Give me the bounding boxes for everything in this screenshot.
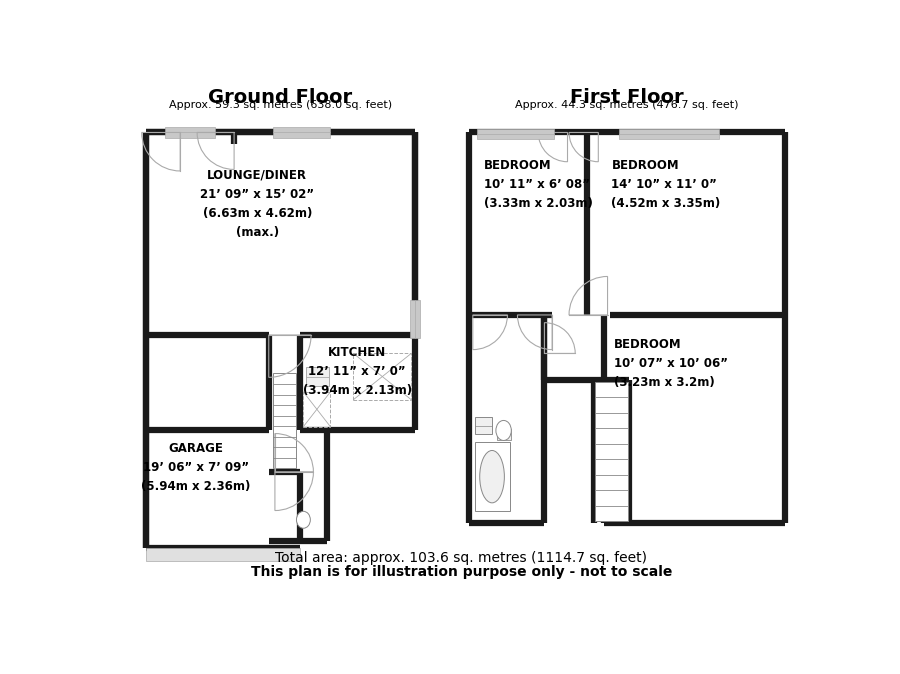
Bar bbox=[306, 367, 328, 386]
Text: BEDROOM
14’ 10” x 11’ 0”
(4.52m x 3.35m): BEDROOM 14’ 10” x 11’ 0” (4.52m x 3.35m) bbox=[611, 158, 721, 210]
Ellipse shape bbox=[480, 450, 504, 503]
Text: Ground Floor: Ground Floor bbox=[208, 88, 353, 106]
Text: KITCHEN
12’ 11” x 7’ 0”
(3.94m x 2.13m): KITCHEN 12’ 11” x 7’ 0” (3.94m x 2.13m) bbox=[302, 346, 412, 397]
Bar bbox=[475, 442, 509, 512]
Text: BEDROOM
10’ 07” x 10’ 06”
(3.23m x 3.2m): BEDROOM 10’ 07” x 10’ 06” (3.23m x 3.2m) bbox=[614, 338, 728, 389]
Bar bbox=[165, 127, 215, 138]
Bar bbox=[475, 417, 492, 434]
Text: Approx. 59.3 sq. metres (638.0 sq. feet): Approx. 59.3 sq. metres (638.0 sq. feet) bbox=[168, 100, 392, 110]
Text: LOUNGE/DINER
21’ 09” x 15’ 02”
(6.63m x 4.62m)
(max.): LOUNGE/DINER 21’ 09” x 15’ 02” (6.63m x … bbox=[200, 168, 314, 239]
Bar bbox=[273, 373, 296, 468]
Bar bbox=[354, 353, 411, 400]
Text: Approx. 44.3 sq. metres (476.7 sq. feet): Approx. 44.3 sq. metres (476.7 sq. feet) bbox=[515, 100, 739, 110]
Text: This plan is for illustration purpose only - not to scale: This plan is for illustration purpose on… bbox=[250, 565, 672, 579]
Ellipse shape bbox=[296, 512, 310, 528]
Text: BEDROOM
10’ 11” x 6’ 08”
(3.33m x 2.03m): BEDROOM 10’ 11” x 6’ 08” (3.33m x 2.03m) bbox=[484, 158, 593, 210]
Bar bbox=[595, 382, 627, 521]
Text: First Floor: First Floor bbox=[570, 88, 684, 106]
Text: GARAGE
19’ 06” x 7’ 09”
(5.94m x 2.36m): GARAGE 19’ 06” x 7’ 09” (5.94m x 2.36m) bbox=[141, 442, 250, 493]
Bar bbox=[410, 299, 419, 338]
Bar bbox=[273, 127, 330, 138]
Bar bbox=[497, 429, 510, 439]
Text: Total area: approx. 103.6 sq. metres (1114.7 sq. feet): Total area: approx. 103.6 sq. metres (11… bbox=[275, 551, 647, 565]
Bar bbox=[303, 392, 330, 427]
Bar bbox=[477, 129, 554, 139]
Ellipse shape bbox=[496, 421, 511, 441]
Bar bbox=[619, 129, 719, 139]
Bar bbox=[146, 547, 300, 561]
